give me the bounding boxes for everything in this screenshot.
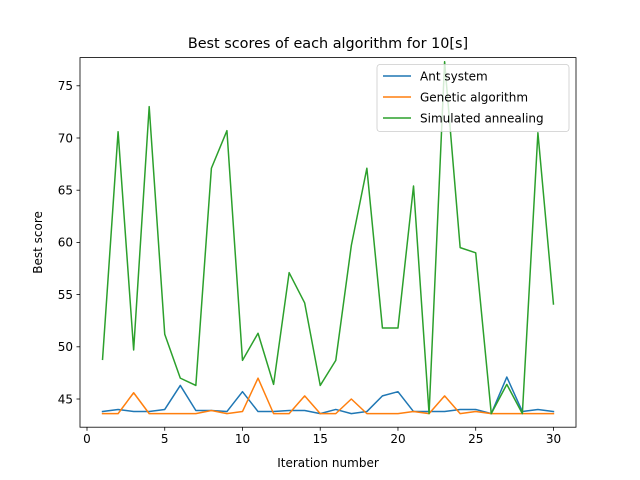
legend: Ant system Genetic algorithm Simulated ann…	[376, 64, 570, 132]
series-line-2	[101, 377, 555, 415]
legend-label: Genetic algorithm	[420, 90, 528, 104]
y-tick-label: 65	[58, 183, 73, 197]
legend-box	[376, 64, 570, 132]
series-layer	[101, 61, 555, 415]
series-line-1	[101, 376, 555, 415]
y-tick-label: 60	[58, 236, 73, 250]
chart-title: Best scores of each algorithm for 10[s]	[188, 36, 468, 52]
series-line-3	[101, 61, 555, 415]
y-tick-label: 50	[58, 340, 73, 354]
y-axis-label: Best score	[31, 211, 45, 274]
x-tick-label: 30	[546, 432, 561, 446]
y-axis-ticks: 45 50 55 60 65 70 75	[58, 79, 80, 406]
legend-label: Ant system	[420, 69, 488, 83]
y-tick-label: 75	[58, 79, 73, 93]
x-axis-label: Iteration number	[277, 456, 379, 470]
legend-label: Simulated annealing	[420, 111, 544, 125]
x-axis-ticks: 0 5 10 15 20 25 30	[83, 427, 561, 446]
x-tick-label: 10	[235, 432, 250, 446]
x-tick-label: 25	[468, 432, 483, 446]
y-tick-label: 70	[58, 131, 73, 145]
y-tick-label: 55	[58, 288, 73, 302]
x-tick-label: 20	[390, 432, 405, 446]
x-tick-label: 0	[83, 432, 91, 446]
x-tick-label: 5	[161, 432, 169, 446]
x-tick-label: 15	[313, 432, 328, 446]
y-tick-label: 45	[58, 392, 73, 406]
